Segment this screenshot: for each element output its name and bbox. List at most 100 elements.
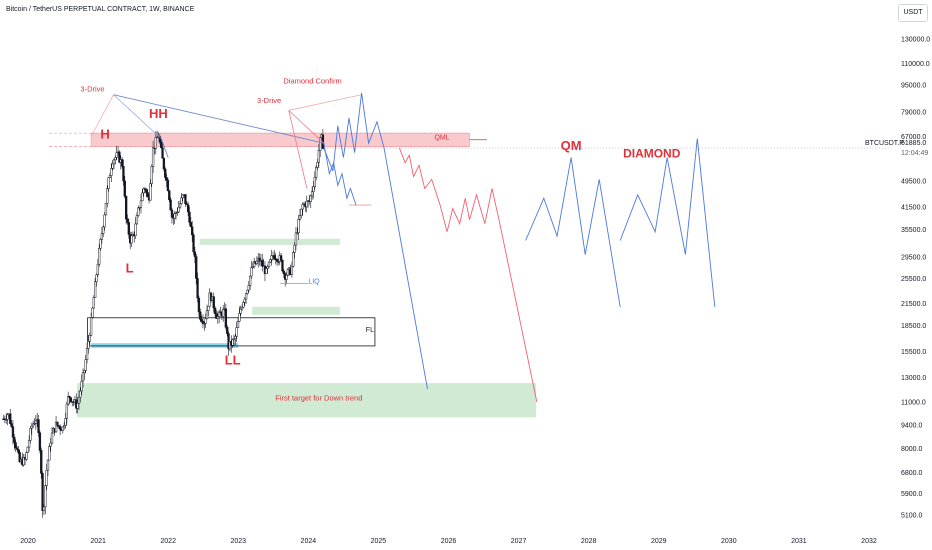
candle-body [143,188,147,190]
candle-body [112,159,116,165]
candle-body [96,263,99,276]
candle-body [6,414,9,420]
candle-body [22,457,25,466]
candle-body [14,442,17,449]
candle-body [54,421,58,433]
candle-body [85,348,89,360]
candle-body [199,311,202,320]
candle-body [34,420,37,424]
zone-liquidity-1 [91,343,239,348]
candle-body [58,426,62,430]
candle-body [301,204,304,210]
candle-body [122,166,125,182]
candle-body [68,396,71,398]
candle-body [219,311,222,314]
candle-body [298,215,302,220]
candle-body [243,298,246,303]
y-axis: 130000.0 110000.0 95000.0 79000.0 67000.0 495… [901,37,930,520]
candle-body [41,473,44,511]
y-tick-label: 130000.0 [901,37,930,44]
candle-body [173,213,176,219]
candle-body [213,307,217,314]
candle-body [150,166,153,184]
candle-body [106,188,109,204]
candle-body [44,485,47,508]
candle-body [26,446,29,453]
candle-body [267,261,271,267]
candle-body [312,186,315,192]
candle-body [141,192,144,202]
y-tick-label: 13000.0 [901,375,926,382]
candle-body [95,274,98,283]
y-tick-label: 95000.0 [901,83,926,90]
annotation-label: First target for Down trend [275,394,362,403]
price-marker-symbol: BTCUSDT.P [865,140,904,147]
candle-body [200,319,203,322]
candle-body [145,189,148,193]
candle-body [197,297,201,313]
candle-body [30,425,33,429]
annotation-label: DIAMOND [623,147,681,161]
annotation-label: QML [434,135,449,142]
candle-body [89,317,93,336]
candle-body [46,459,50,471]
candle-body [158,136,161,143]
y-tick-label: 9400.0 [901,422,923,429]
candle-body [191,226,194,236]
candle-body [33,423,36,425]
candle-body [146,192,149,198]
candle-body [102,226,105,234]
candle-body [178,203,182,208]
y-tick-label: 35500.0 [901,227,926,234]
candle-body [9,413,12,424]
candle-body [177,206,180,213]
candle-body [174,212,178,214]
y-tick-label: 21500.0 [901,301,926,308]
candle-body [310,191,314,197]
candle-body [79,390,82,398]
candle-body [282,270,285,274]
candle-body [261,260,264,267]
x-tick-label: 2032 [861,538,877,545]
candle-body [161,147,164,159]
candle-body [83,370,86,374]
hh-marker-line [160,138,169,158]
candle-body [142,188,145,194]
candle-body [294,232,298,246]
candle-body [250,267,253,277]
candle-body [226,327,229,334]
candle-body [236,320,240,328]
candle-body [251,266,254,268]
candle-body [164,168,167,178]
candle-body [255,260,259,265]
candle-body [65,403,68,419]
candle-body [204,318,207,324]
y-tick-label: 11000.0 [901,399,926,406]
currency-selector-button[interactable]: USDT [898,4,928,22]
candle-body [64,418,67,426]
candle-body [244,293,248,300]
candle-body [11,426,15,438]
annotation-label: 3-Drive [257,96,281,105]
candle-body [292,252,295,267]
y-tick-label: 29500.0 [901,254,926,261]
candle-body [5,419,8,421]
candle-body [222,309,225,317]
candle-body [238,313,241,322]
candle-body [286,269,290,276]
candle-body [123,180,126,197]
candle-body [309,195,312,202]
candle-body [17,449,20,453]
candle-body [88,335,91,342]
candle-body [99,239,102,249]
candle-body [317,150,321,163]
candle-body [195,256,198,279]
zone-supply-0 [90,132,470,148]
candle-body [81,372,85,382]
y-tick-label: 15500.0 [901,349,926,356]
projection-path-3 [525,157,621,307]
candle-body [165,177,168,181]
candle-body [196,278,199,299]
